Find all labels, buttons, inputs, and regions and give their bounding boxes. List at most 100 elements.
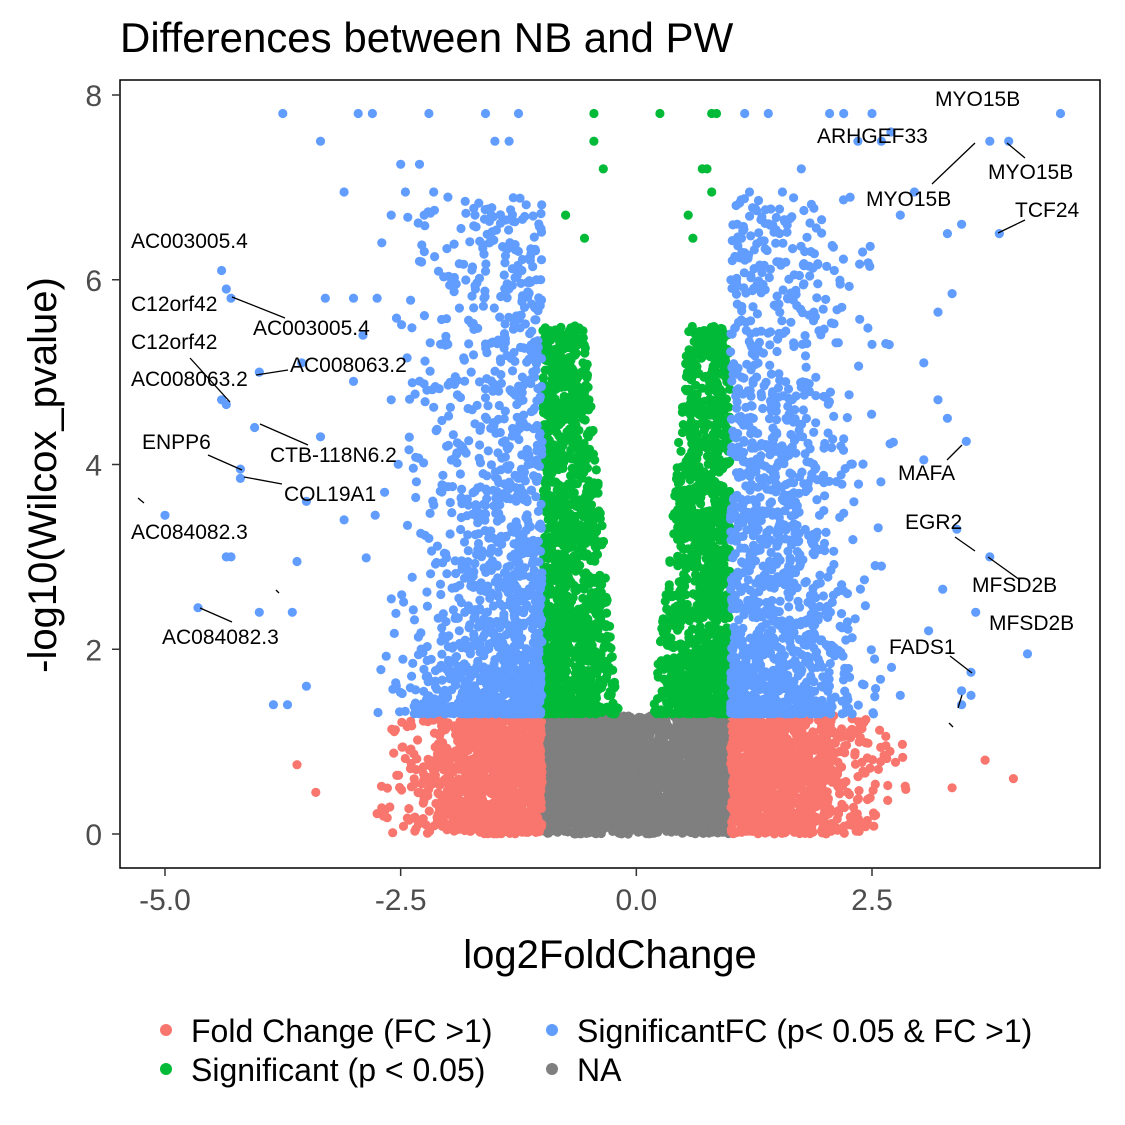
point-4551 xyxy=(459,746,469,757)
point-4659 xyxy=(444,777,454,787)
point-2473 xyxy=(643,746,654,756)
point-2404 xyxy=(710,823,720,833)
point-2497 xyxy=(588,744,598,755)
point-4856 xyxy=(451,730,461,740)
point-3453 xyxy=(382,783,392,793)
point-2580 xyxy=(642,765,652,775)
point-3534 xyxy=(422,828,433,838)
point-1930 xyxy=(677,828,687,838)
point-3847 xyxy=(429,728,440,738)
point-4382 xyxy=(845,812,855,822)
point-2533 xyxy=(632,788,642,798)
point-4894 xyxy=(486,815,496,826)
point-2425 xyxy=(544,787,555,797)
point-2516 xyxy=(707,746,718,756)
point-4814 xyxy=(484,748,494,759)
point-4757 xyxy=(737,827,747,837)
point-4623 xyxy=(753,790,763,801)
point-2426 xyxy=(622,752,632,763)
point-2532 xyxy=(575,731,586,741)
point-4315 xyxy=(397,742,407,752)
point-4383 xyxy=(819,813,829,823)
point-4044 xyxy=(850,750,860,760)
point-2547 xyxy=(570,721,580,731)
point-4834 xyxy=(811,802,821,812)
point-2581 xyxy=(642,718,653,728)
point-2527 xyxy=(656,772,666,782)
point-4811 xyxy=(503,794,513,805)
point-4888 xyxy=(814,783,824,793)
point-4717 xyxy=(492,825,502,836)
point-2564 xyxy=(653,719,663,729)
point-4862 xyxy=(523,717,533,727)
point-4889 xyxy=(778,821,788,831)
point-4828 xyxy=(743,737,753,747)
point-4861 xyxy=(763,758,773,769)
point-2588 xyxy=(590,761,600,771)
point-4841 xyxy=(454,758,464,768)
point-4870 xyxy=(495,786,505,796)
point-2450 xyxy=(547,744,557,754)
point-4612 xyxy=(871,810,881,820)
point-4543 xyxy=(454,774,464,784)
point-4765 xyxy=(453,799,463,809)
point-2570 xyxy=(629,767,639,778)
point-3898 xyxy=(854,786,864,796)
point-4772 xyxy=(395,782,405,793)
point-2556 xyxy=(597,754,607,764)
point-4785 xyxy=(832,769,843,779)
point-4859 xyxy=(480,779,490,789)
point-4880 xyxy=(776,732,786,742)
point-2573 xyxy=(579,812,589,822)
point-4864 xyxy=(763,767,773,777)
point-4747 xyxy=(453,816,464,827)
point-4773 xyxy=(834,783,844,793)
point-2498 xyxy=(609,749,619,759)
point-4817 xyxy=(497,750,507,761)
point-4751 xyxy=(734,787,744,797)
point-3010 xyxy=(883,780,893,791)
point-2431 xyxy=(579,744,589,754)
point-2460 xyxy=(626,712,636,723)
point-4531 xyxy=(811,791,821,801)
point-2303 xyxy=(668,738,678,748)
point-2456 xyxy=(556,802,566,812)
point-4890 xyxy=(498,809,508,819)
point-4837 xyxy=(746,809,756,819)
point-2595 xyxy=(545,721,556,731)
point-4218 xyxy=(435,780,445,790)
point-4812 xyxy=(726,802,736,812)
point-2583 xyxy=(707,719,717,729)
point-2465 xyxy=(698,824,709,835)
point-3863 xyxy=(853,794,864,804)
point-4895 xyxy=(858,766,868,776)
point-2455 xyxy=(669,730,679,740)
point-4752 xyxy=(760,725,770,735)
point-2467 xyxy=(651,752,662,762)
point-2576 xyxy=(656,781,666,791)
point-2523 xyxy=(702,777,712,787)
point-4749 xyxy=(442,786,452,796)
point-2518 xyxy=(634,717,644,727)
point-4896 xyxy=(750,720,760,731)
point-2562 xyxy=(619,724,629,734)
point-2563 xyxy=(665,759,675,769)
point-4853 xyxy=(822,730,832,741)
point-2593 xyxy=(683,769,693,779)
point-2596 xyxy=(670,808,681,818)
point-3812 xyxy=(862,794,873,805)
point-4858 xyxy=(489,771,499,781)
point-4674 xyxy=(491,737,501,747)
point-4573 xyxy=(862,753,872,763)
point-3977 xyxy=(833,757,843,767)
point-4806 xyxy=(808,735,818,745)
point-4803 xyxy=(451,825,461,835)
point-4810 xyxy=(789,782,799,792)
point-2568 xyxy=(602,777,612,787)
point-4030 xyxy=(850,759,861,769)
point-2535 xyxy=(567,758,578,769)
point-4460 xyxy=(851,826,861,836)
point-4868 xyxy=(468,824,479,835)
point-2598 xyxy=(719,817,729,827)
point-4820 xyxy=(410,812,420,822)
